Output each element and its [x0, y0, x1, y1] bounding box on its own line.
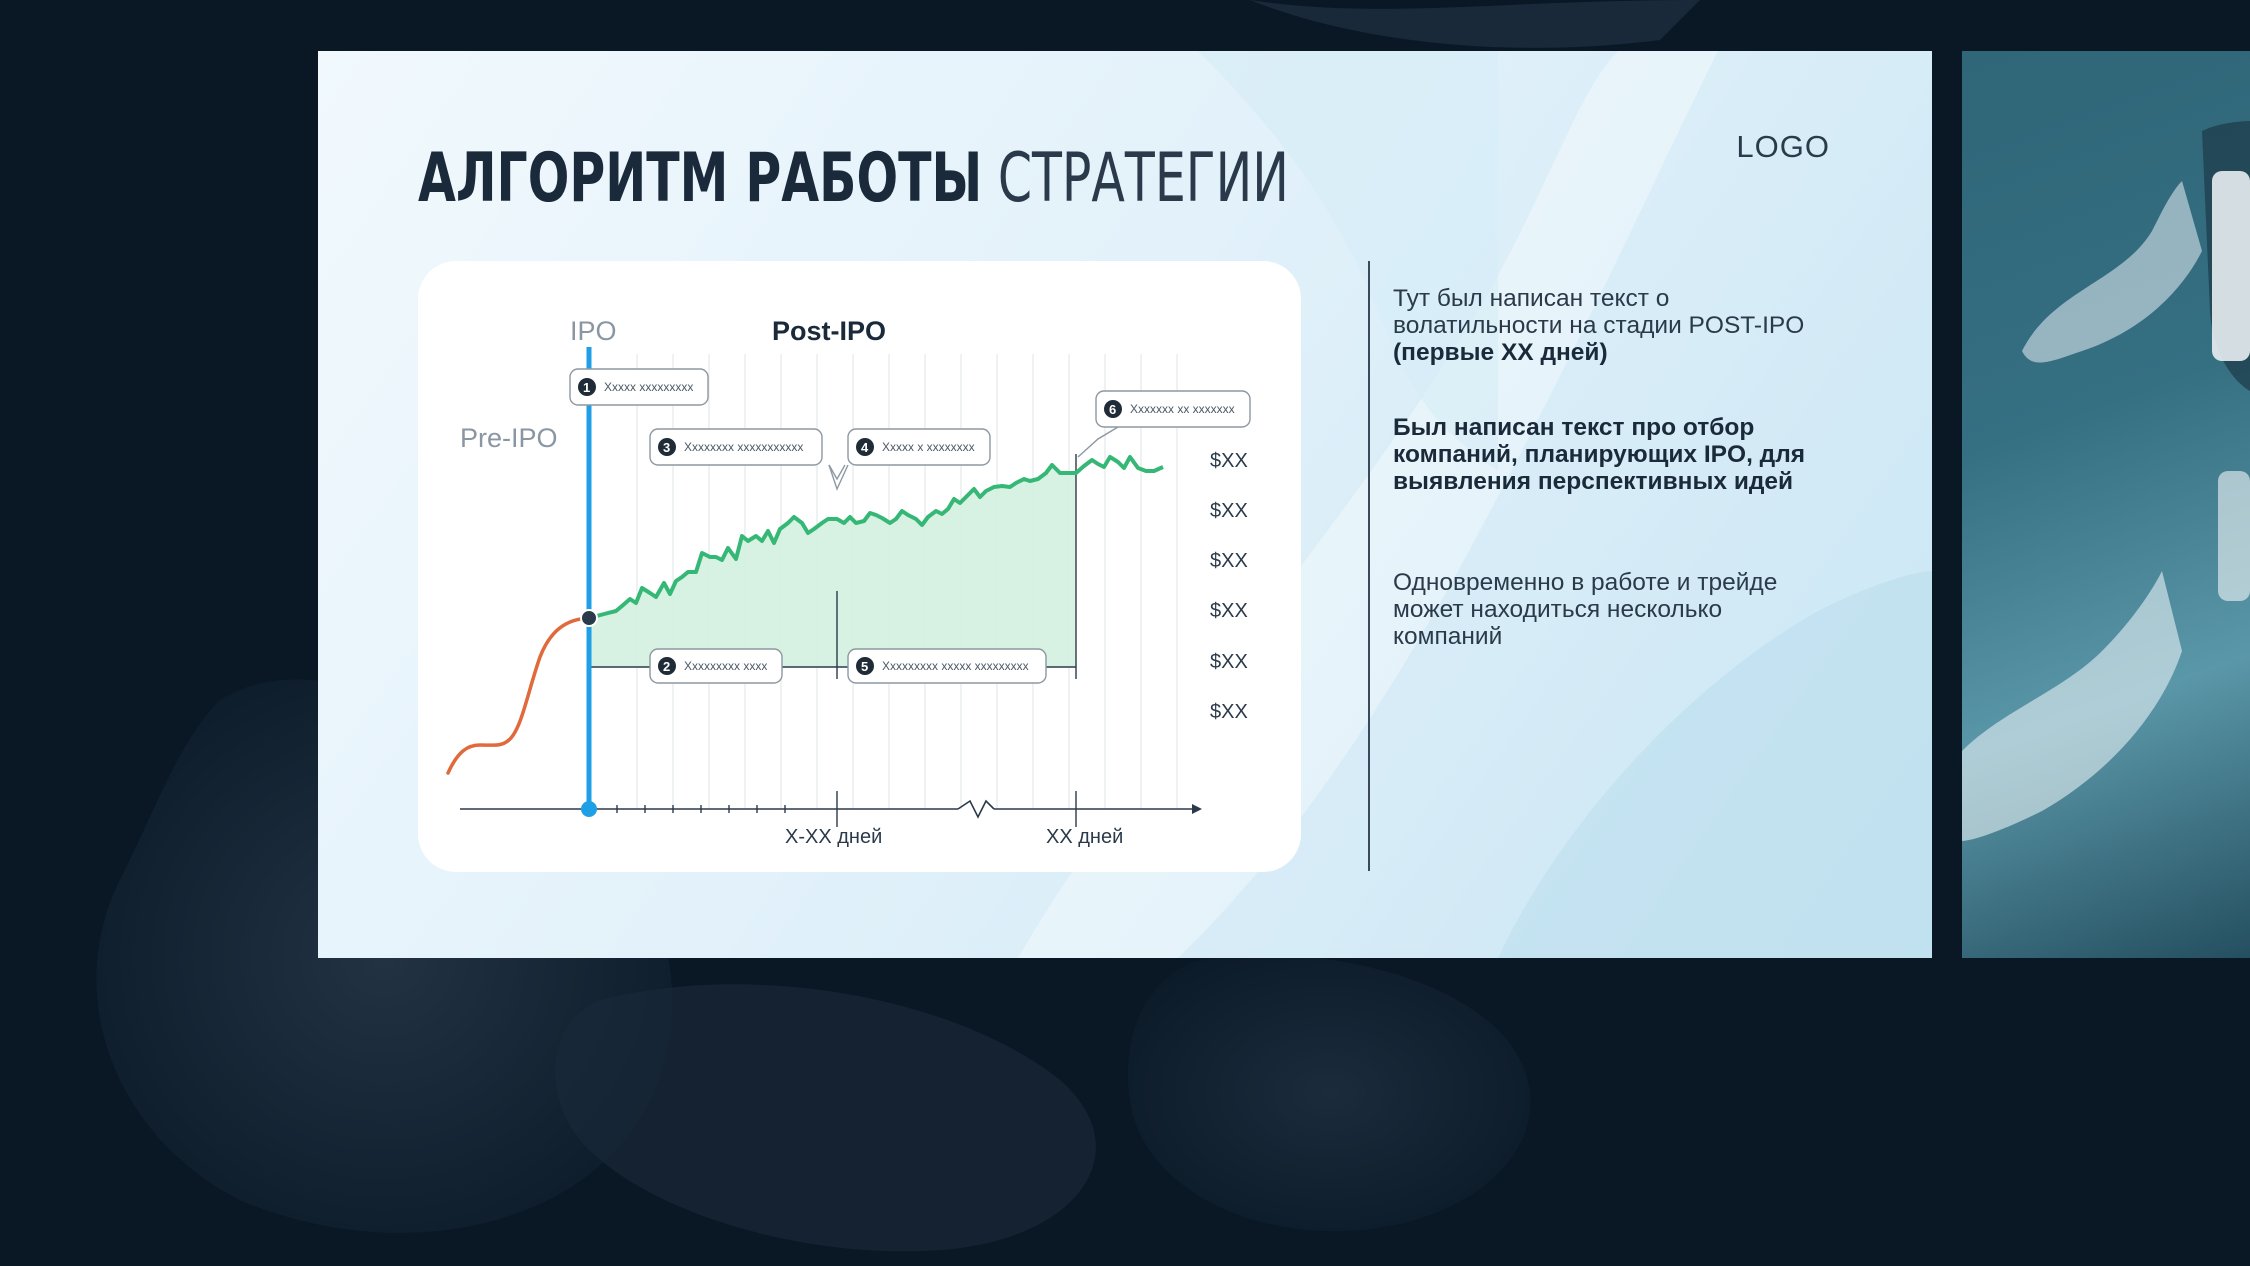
price-label-2: $XX: [1210, 500, 1248, 522]
x-label-second: XX дней: [1046, 826, 1123, 848]
callout-1-num: 1: [583, 380, 590, 395]
callout-4-num: 4: [861, 440, 869, 455]
ipo-price-dot: [580, 609, 598, 627]
callout-1-text: Xxxxx xxxxxxxxx: [604, 380, 693, 394]
title-bold: АЛГОРИТМ РАБОТЫ: [418, 139, 983, 218]
callout-4: 4 Xxxxx x xxxxxxxx: [828, 428, 991, 491]
callout-6-num: 6: [1109, 402, 1116, 417]
sidebar-text-volatility-main: Тут был написан текст о волатильности на…: [1393, 285, 1805, 339]
callout-3: 3 Xxxxxxxx xxxxxxxxxxx: [649, 428, 846, 481]
callout-4-text: Xxxxx x xxxxxxxx: [882, 440, 975, 454]
pre-ipo-line: [446, 616, 591, 775]
slide-title: АЛГОРИТМ РАБОТЫ СТРАТЕГИИ: [418, 129, 1289, 229]
price-label-5: $XX: [1210, 651, 1248, 673]
phase-label-post-ipo: Post-IPO: [772, 316, 886, 346]
title-light: СТРАТЕГИИ: [997, 139, 1289, 218]
price-label-3: $XX: [1210, 550, 1248, 572]
callout-3-num: 3: [663, 440, 670, 455]
sidebar-text-volatility-bold: (первые XX дней): [1393, 339, 1608, 366]
vertical-divider: [1368, 261, 1370, 871]
callout-1: 1 Xxxxx xxxxxxxxx: [569, 368, 709, 406]
ipo-chart: IPO Post-IPO Pre-IPO 1 Xxxxx xxxxxxxxx 2…: [446, 316, 1251, 848]
sidebar-text-selection: Был написан текст про отбор компаний, пл…: [1393, 414, 1806, 495]
callout-5-num: 5: [861, 659, 868, 674]
ipo-axis-dot: [581, 801, 597, 817]
price-label-1: $XX: [1210, 450, 1248, 472]
callout-2-text: Xxxxxxxxx xxxx: [684, 659, 767, 673]
callout-6-text: Xxxxxxx xx xxxxxxx: [1130, 402, 1235, 416]
callout-6: 6 Xxxxxxx xx xxxxxxx: [1077, 390, 1251, 458]
x-axis-arrow: [1192, 804, 1202, 814]
sidebar-text-concurrent: Одновременно в работе и трейде может нах…: [1393, 569, 1778, 650]
callout-5: 5 Xxxxxxxxx xxxxx xxxxxxxxx: [847, 648, 1047, 684]
x-label-first: X-XX дней: [785, 826, 882, 848]
logo: LOGO: [1736, 129, 1830, 164]
post-ipo-area: [589, 465, 1076, 667]
callout-2: 2 Xxxxxxxxx xxxx: [649, 648, 783, 684]
price-label-4: $XX: [1210, 600, 1248, 622]
next-slide-decor: [1962, 121, 2250, 841]
callout-5-text: Xxxxxxxxx xxxxx xxxxxxxxx: [882, 659, 1029, 673]
post-ipo-line: [588, 455, 1164, 620]
chart-card: IPO Post-IPO Pre-IPO 1 Xxxxx xxxxxxxxx 2…: [418, 261, 1301, 872]
price-label-6: $XX: [1210, 701, 1248, 723]
strategy-slide: АЛГОРИТМ РАБОТЫ СТРАТЕГИИ LOGO: [318, 51, 1932, 958]
callout-3-text: Xxxxxxxx xxxxxxxxxxx: [684, 440, 803, 454]
callout-2-num: 2: [663, 659, 670, 674]
x-axis-ticks: [616, 791, 1077, 827]
sidebar-text-volatility: Тут был написан текст о волатильности на…: [1393, 285, 1813, 366]
phase-label-pre-ipo: Pre-IPO: [460, 423, 558, 453]
x-axis-break: [957, 799, 995, 819]
phase-label-ipo: IPO: [570, 316, 617, 346]
next-slide-preview[interactable]: [1962, 51, 2250, 958]
